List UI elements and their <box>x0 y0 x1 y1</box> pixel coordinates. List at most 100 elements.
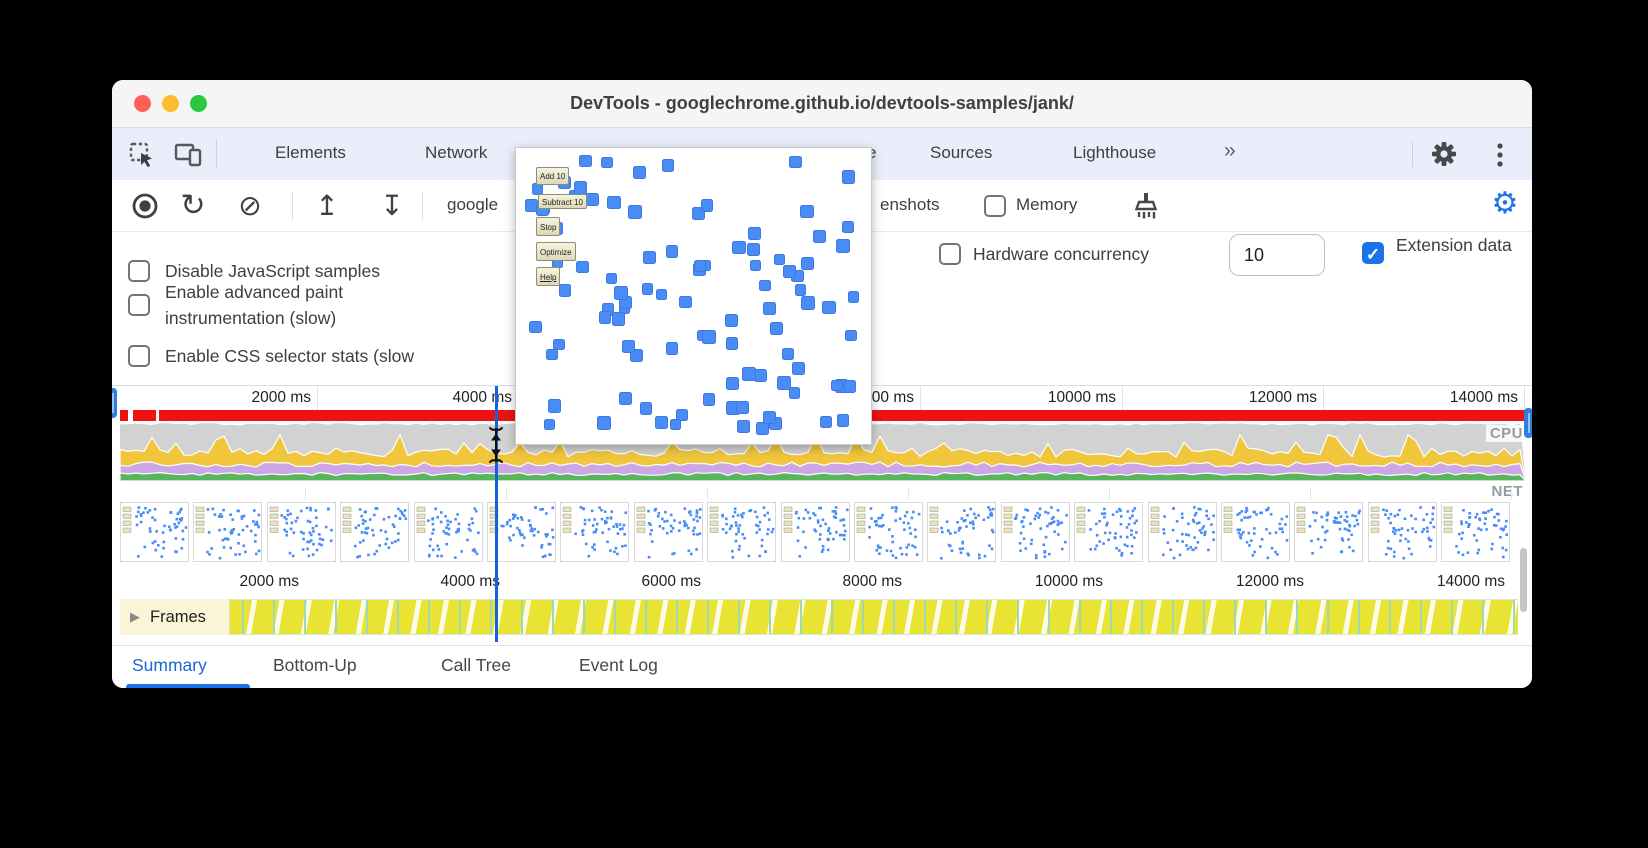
record-icon[interactable] <box>130 191 160 221</box>
timeline-ruler[interactable]: 2000 ms 4000 ms 6000 ms 8000 ms 10000 ms 1200… <box>112 565 1532 597</box>
preview-blue-square <box>701 330 716 345</box>
long-task-gap <box>128 410 133 421</box>
preview-blue-square <box>598 311 612 324</box>
filmstrip-thumbnail[interactable] <box>1221 502 1290 562</box>
zoom-window-button[interactable] <box>190 95 207 112</box>
filmstrip-thumbnail[interactable] <box>1441 502 1511 562</box>
filmstrip-thumbnail[interactable] <box>854 502 923 562</box>
advanced-paint-checkbox[interactable] <box>128 294 150 316</box>
preview-blue-square <box>782 265 796 278</box>
filmstrip-thumbnail[interactable] <box>1147 502 1217 562</box>
frames-track-header[interactable]: ▶ Frames <box>120 599 230 635</box>
window-title: DevTools - googlechrome.github.io/devtoo… <box>570 93 1074 113</box>
save-profile-icon[interactable]: ↧ <box>380 190 404 221</box>
overview-left-drag-handle[interactable] <box>112 388 117 418</box>
tab-sources[interactable]: Sources <box>930 143 993 162</box>
overview-ruler-label: 2000 ms <box>251 389 311 406</box>
preview-blue-square <box>528 320 542 334</box>
timeline-ruler-label: 14000 ms <box>1436 573 1505 590</box>
preview-blue-square <box>553 338 566 351</box>
vertical-scrollbar-thumb[interactable] <box>1520 548 1527 612</box>
preview-help-link: Help <box>536 267 561 286</box>
filmstrip-thumbnail[interactable] <box>193 502 263 562</box>
preview-blue-square <box>737 420 751 434</box>
capture-settings-gear-icon[interactable]: ⚙ <box>1491 187 1519 220</box>
screenshot-preview-popup: Add 10 Subtract 10 Stop Optimize Help <box>515 147 872 445</box>
advanced-paint-label-line2[interactable]: instrumentation (slow) <box>165 308 337 328</box>
preview-blue-square <box>801 257 815 271</box>
inspect-element-icon[interactable] <box>128 141 156 169</box>
preview-blue-square <box>619 392 632 405</box>
screenshots-label-fragment[interactable]: enshots <box>880 195 940 214</box>
tabbar-right-divider <box>1412 141 1413 167</box>
tab-summary[interactable]: Summary <box>132 655 207 675</box>
expand-triangle-icon[interactable]: ▶ <box>130 609 140 624</box>
filmstrip-thumbnail[interactable] <box>1367 502 1437 562</box>
hardware-concurrency-input[interactable] <box>1229 234 1325 276</box>
close-window-button[interactable] <box>134 95 151 112</box>
overview-right-drag-handle[interactable] <box>1524 408 1532 438</box>
minimize-window-button[interactable] <box>162 95 179 112</box>
preview-blue-square <box>678 295 692 309</box>
resize-cursor-icon <box>489 427 503 463</box>
tab-bottom-up[interactable]: Bottom-Up <box>273 655 357 675</box>
tab-elements[interactable]: Elements <box>275 143 346 162</box>
css-selector-stats-label[interactable]: Enable CSS selector stats (slow <box>165 346 414 366</box>
overview-ruler-tick <box>1122 386 1123 410</box>
tab-call-tree[interactable]: Call Tree <box>441 655 512 675</box>
preview-blue-square <box>841 220 854 233</box>
filmstrip-thumbnail[interactable] <box>266 502 336 562</box>
advanced-paint-label-line1[interactable]: Enable advanced paint <box>165 282 344 302</box>
more-options-menu-icon[interactable] <box>1490 141 1510 169</box>
preview-optimize-button: Optimize <box>536 242 576 261</box>
filmstrip-thumbnail[interactable] <box>1000 502 1070 562</box>
disable-js-samples-label[interactable]: Disable JavaScript samples <box>165 261 380 281</box>
filmstrip-thumbnail[interactable] <box>1294 502 1364 562</box>
load-profile-icon[interactable]: ↥ <box>315 190 339 221</box>
reload-and-record-icon[interactable]: ↻ <box>180 189 206 222</box>
tab-lighthouse[interactable]: Lighthouse <box>1073 143 1157 162</box>
filmstrip-thumbnail[interactable] <box>487 502 556 562</box>
hardware-concurrency-checkbox[interactable] <box>939 243 961 265</box>
filmstrip-thumbnail[interactable] <box>633 502 703 562</box>
tab-event-log[interactable]: Event Log <box>579 655 658 675</box>
toolbar-divider <box>292 192 293 220</box>
preview-blue-square <box>694 260 707 272</box>
hardware-concurrency-label[interactable]: Hardware concurrency <box>973 244 1150 264</box>
preview-blue-square <box>544 418 556 430</box>
filmstrip-thumbnail[interactable] <box>707 502 777 562</box>
filmstrip-thumbnail[interactable] <box>560 502 630 562</box>
filmstrip-thumbnail[interactable] <box>780 502 850 562</box>
more-tabs-chevron[interactable]: » <box>1224 139 1236 162</box>
extension-data-label[interactable]: Extension data <box>1396 235 1512 255</box>
settings-gear-icon[interactable] <box>1430 140 1458 168</box>
preview-add10-button: Add 10 <box>536 167 570 185</box>
cpu-overview-chart <box>120 423 1526 481</box>
memory-label[interactable]: Memory <box>1016 195 1078 214</box>
filmstrip-thumbnail[interactable] <box>413 502 483 562</box>
preview-blue-square <box>726 376 740 391</box>
preview-blue-square <box>545 348 558 361</box>
preview-blue-square <box>819 415 832 428</box>
filmstrip-thumbnail[interactable] <box>340 502 410 562</box>
filmstrip-thumbnail[interactable] <box>120 502 189 562</box>
timeline-ruler-label: 8000 ms <box>842 573 902 590</box>
extension-data-checkbox[interactable]: ✓ <box>1362 242 1384 264</box>
timeline-playhead[interactable] <box>495 386 498 642</box>
collect-garbage-brush-icon[interactable] <box>1130 191 1162 221</box>
memory-checkbox[interactable] <box>984 195 1006 217</box>
preview-blue-square <box>847 291 860 303</box>
overview-ruler-tick <box>1524 386 1525 410</box>
device-toolbar-icon[interactable] <box>174 141 202 169</box>
preview-blue-square <box>725 337 739 350</box>
disable-js-samples-checkbox[interactable] <box>128 260 150 282</box>
preview-blue-square <box>662 159 675 172</box>
tab-network[interactable]: Network <box>425 143 488 162</box>
frames-bar[interactable] <box>120 599 1518 635</box>
clear-recording-icon[interactable]: ⊘ <box>238 190 262 221</box>
filmstrip-thumbnail[interactable] <box>927 502 997 562</box>
css-selector-stats-checkbox[interactable] <box>128 345 150 367</box>
history-select-fragment[interactable]: google <box>447 195 499 214</box>
filmstrip-thumbnail[interactable] <box>1074 502 1144 562</box>
frames-track-label: Frames <box>150 608 206 626</box>
